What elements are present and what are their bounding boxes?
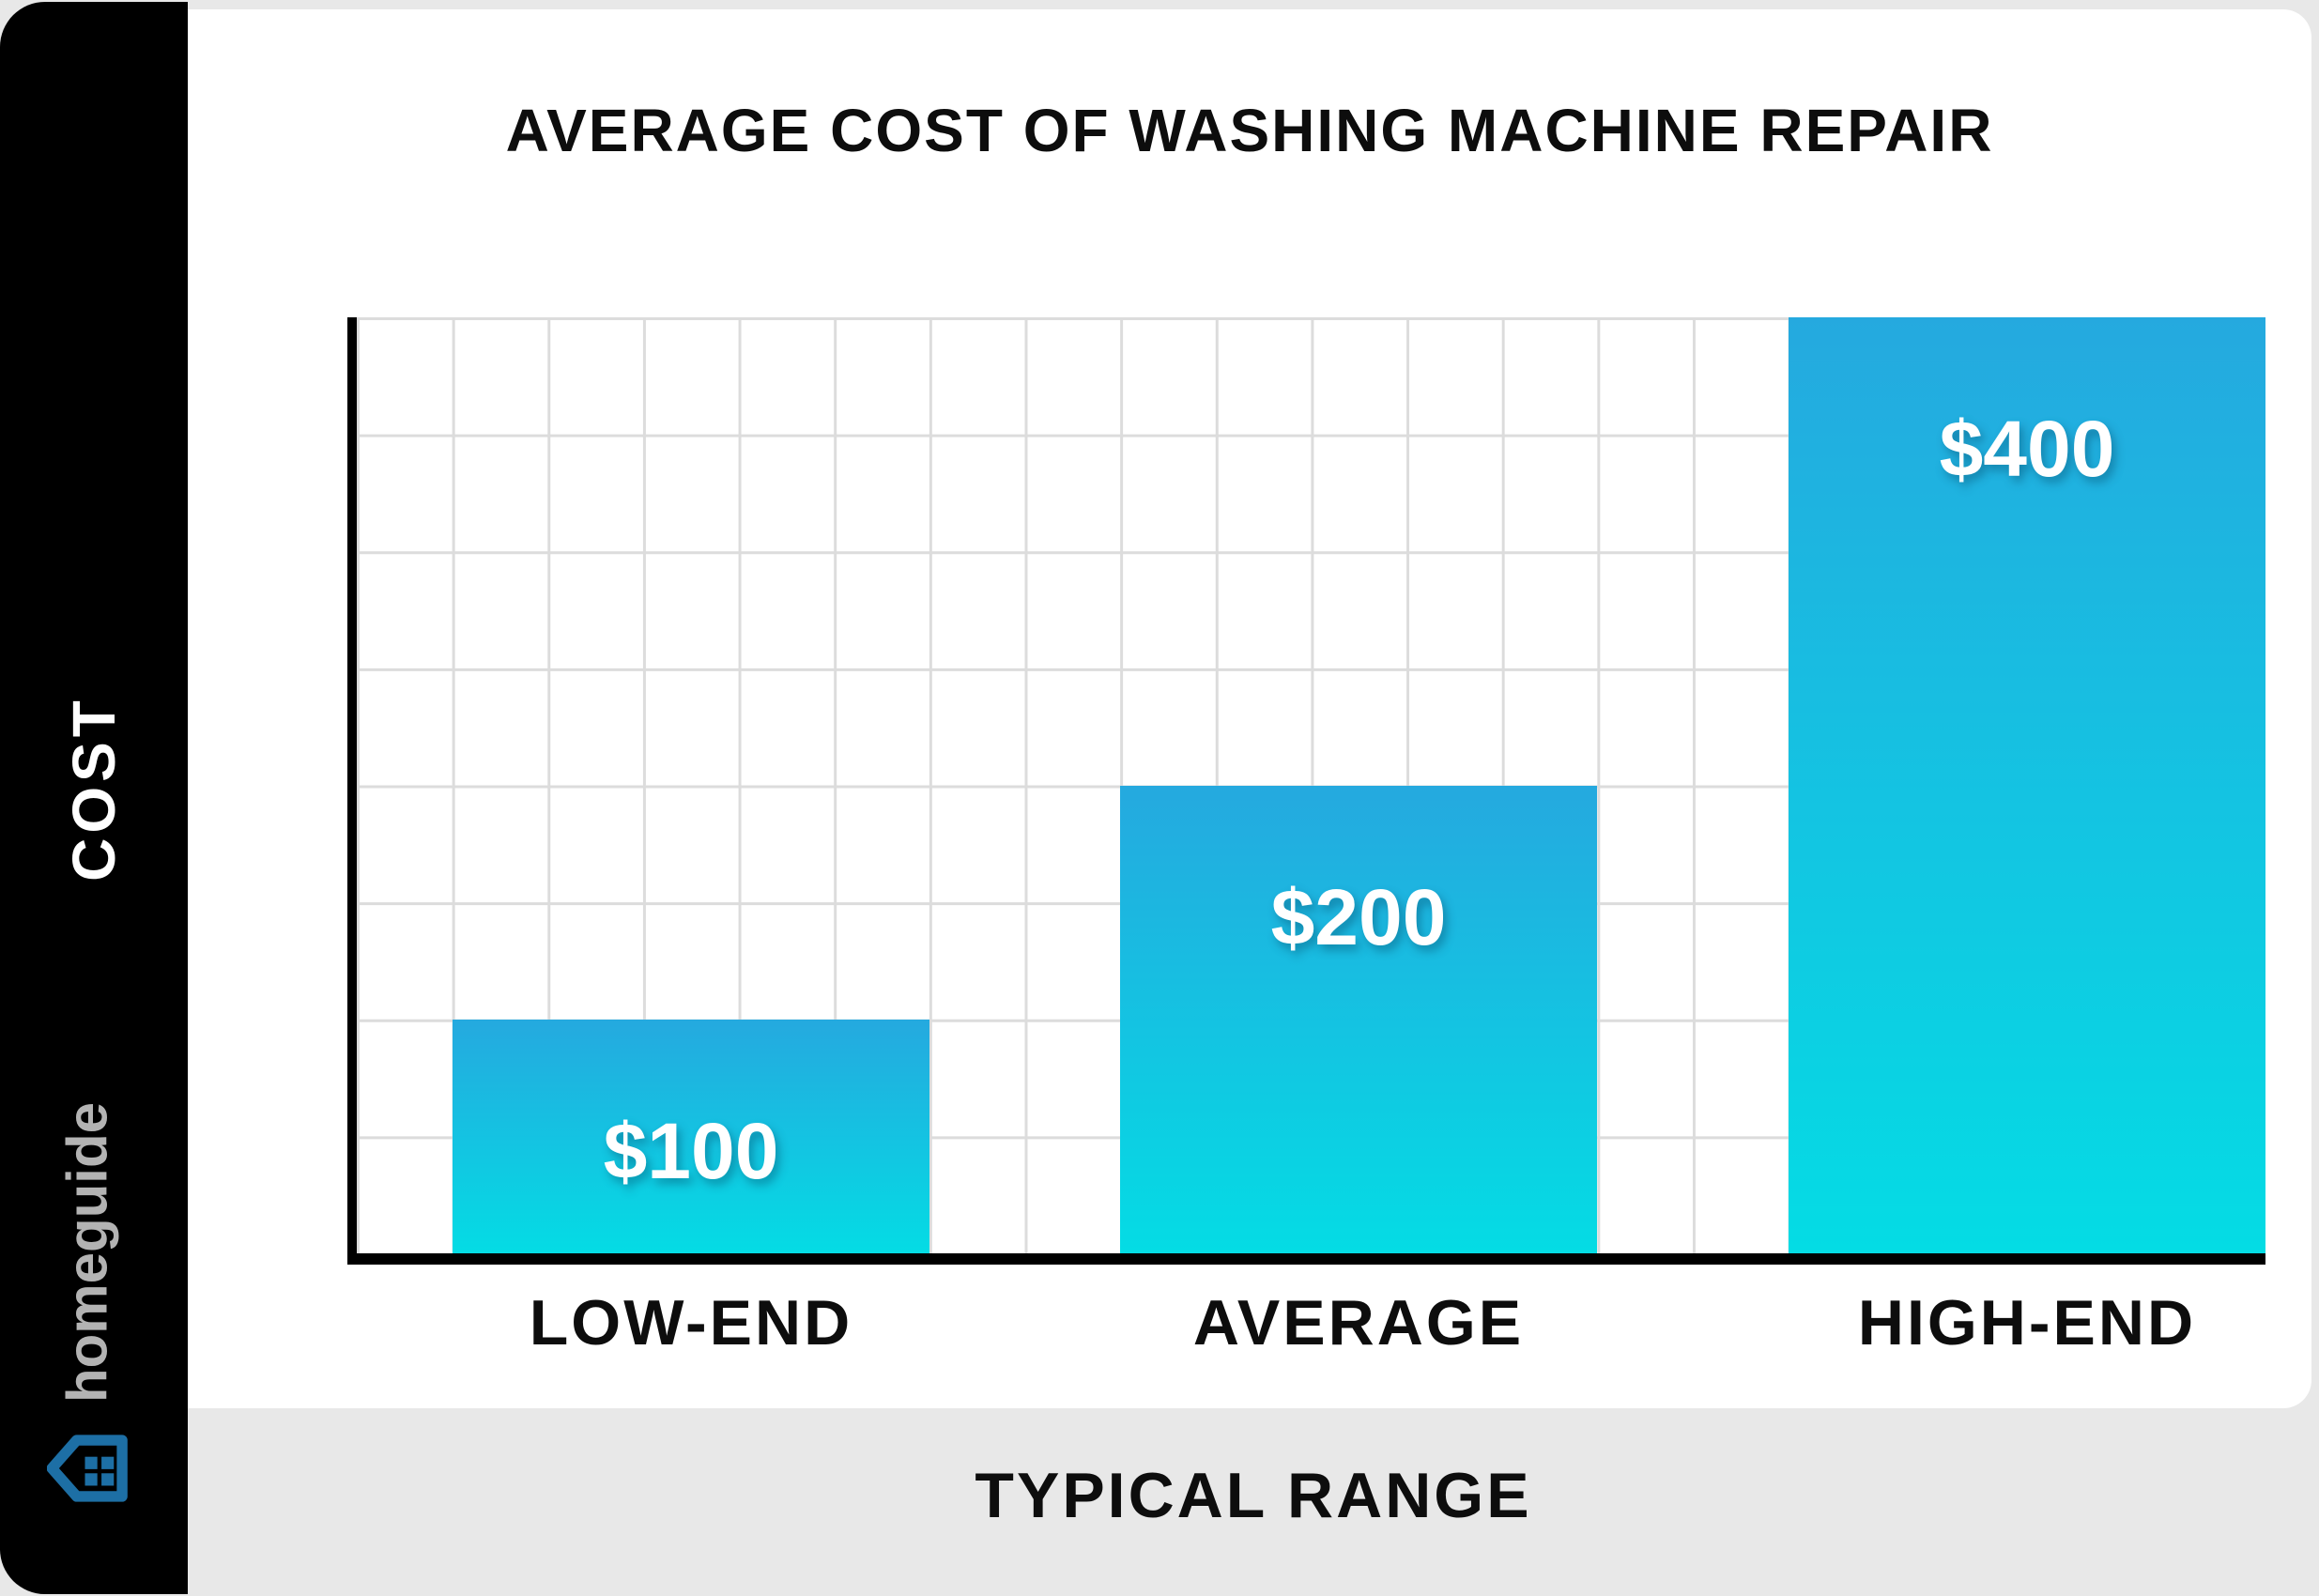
plot-area: $100 $200 $400 — [357, 317, 2265, 1253]
bar-high-end: $400 — [1789, 317, 2265, 1253]
x-axis-line — [347, 1253, 2265, 1265]
sidebar: COST homeguide — [0, 2, 188, 1594]
x-axis-title-area: TYPICAL RANGE — [188, 1408, 2319, 1596]
chart-card: AVERAGE COST OF WASHING MACHINE REPAIR $… — [188, 9, 2311, 1408]
bar-low-end: $100 — [453, 1019, 929, 1253]
house-icon — [47, 1435, 128, 1502]
chart-title: AVERAGE COST OF WASHING MACHINE REPAIR — [505, 97, 1994, 164]
bar-average: $200 — [1120, 785, 1597, 1253]
bar-value-label: $100 — [603, 1106, 779, 1195]
bar-value-label: $400 — [1939, 405, 2115, 493]
y-axis-line — [347, 317, 357, 1265]
category-label-average: AVERAGE — [1192, 1287, 1525, 1358]
x-axis-title: TYPICAL RANGE — [975, 1460, 1532, 1531]
y-axis-title: COST — [60, 696, 128, 882]
bar-value-label: $200 — [1270, 872, 1447, 961]
brand-wordmark: homeguide — [55, 1101, 119, 1404]
category-label-high-end: HIGH-END — [1857, 1287, 2197, 1358]
category-label-low-end: LOW-END — [529, 1287, 853, 1358]
